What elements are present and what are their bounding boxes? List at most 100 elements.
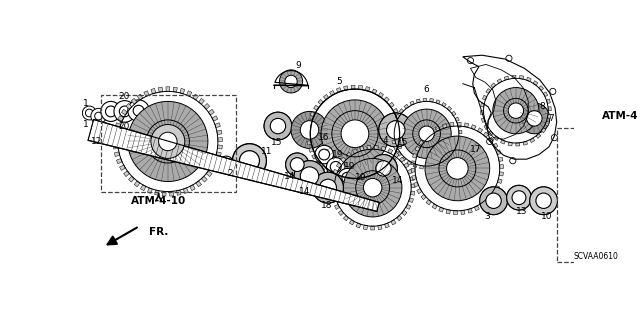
Polygon shape <box>481 111 484 115</box>
Polygon shape <box>627 255 631 260</box>
Polygon shape <box>177 190 181 195</box>
Polygon shape <box>410 191 415 195</box>
Circle shape <box>387 121 405 139</box>
Polygon shape <box>578 196 582 200</box>
Polygon shape <box>609 151 614 156</box>
Polygon shape <box>381 168 387 173</box>
Polygon shape <box>309 148 314 152</box>
Text: 17: 17 <box>470 145 481 154</box>
Polygon shape <box>429 130 434 135</box>
Polygon shape <box>331 176 335 181</box>
Circle shape <box>285 75 297 87</box>
Polygon shape <box>449 154 454 159</box>
Polygon shape <box>134 181 140 187</box>
Polygon shape <box>516 143 520 146</box>
Circle shape <box>319 179 337 196</box>
Polygon shape <box>393 120 397 124</box>
Polygon shape <box>384 97 389 102</box>
Polygon shape <box>606 249 611 254</box>
Polygon shape <box>344 216 349 221</box>
Circle shape <box>220 156 234 170</box>
Circle shape <box>577 146 640 260</box>
Polygon shape <box>120 165 125 170</box>
Polygon shape <box>173 87 177 92</box>
Text: SCVAA0610: SCVAA0610 <box>573 252 618 262</box>
Polygon shape <box>326 170 332 175</box>
Polygon shape <box>579 188 584 193</box>
Circle shape <box>330 161 341 172</box>
Circle shape <box>624 192 640 214</box>
Text: 12: 12 <box>92 137 102 146</box>
Polygon shape <box>88 120 380 211</box>
Circle shape <box>536 193 551 208</box>
Circle shape <box>319 179 337 196</box>
Circle shape <box>507 185 531 210</box>
Polygon shape <box>587 168 593 174</box>
Polygon shape <box>456 143 460 147</box>
Polygon shape <box>415 146 420 152</box>
Polygon shape <box>419 140 424 145</box>
Polygon shape <box>356 223 361 228</box>
Circle shape <box>376 161 391 176</box>
Circle shape <box>615 184 640 222</box>
Circle shape <box>300 121 319 139</box>
Polygon shape <box>397 152 401 156</box>
Polygon shape <box>381 146 386 151</box>
Circle shape <box>593 161 640 245</box>
Circle shape <box>119 106 130 117</box>
Polygon shape <box>410 101 414 105</box>
Bar <box>557 128 640 262</box>
Circle shape <box>507 185 531 210</box>
Circle shape <box>106 106 116 117</box>
Polygon shape <box>399 157 404 162</box>
Polygon shape <box>471 125 476 130</box>
Polygon shape <box>122 109 127 115</box>
Polygon shape <box>330 191 335 195</box>
Polygon shape <box>547 99 550 103</box>
Polygon shape <box>623 146 628 152</box>
Polygon shape <box>340 157 346 162</box>
Polygon shape <box>395 151 400 156</box>
Circle shape <box>315 145 333 164</box>
Polygon shape <box>406 204 411 209</box>
Polygon shape <box>116 159 122 164</box>
Circle shape <box>512 191 526 204</box>
Polygon shape <box>337 88 341 93</box>
Circle shape <box>530 187 557 215</box>
Polygon shape <box>594 240 600 246</box>
Polygon shape <box>367 145 371 150</box>
Circle shape <box>321 100 389 168</box>
Polygon shape <box>600 245 605 250</box>
Circle shape <box>480 187 508 215</box>
Circle shape <box>376 161 391 176</box>
Polygon shape <box>404 163 409 168</box>
Polygon shape <box>504 76 509 80</box>
Polygon shape <box>118 116 124 121</box>
Circle shape <box>95 112 102 120</box>
Polygon shape <box>533 81 538 85</box>
Polygon shape <box>486 197 492 202</box>
Circle shape <box>379 113 413 147</box>
Polygon shape <box>412 161 415 165</box>
Polygon shape <box>413 153 417 158</box>
Polygon shape <box>217 130 222 135</box>
Circle shape <box>425 136 490 201</box>
Polygon shape <box>638 146 640 151</box>
Polygon shape <box>439 207 444 212</box>
Polygon shape <box>349 220 355 225</box>
Circle shape <box>291 111 328 148</box>
Polygon shape <box>396 115 401 120</box>
Polygon shape <box>333 169 338 174</box>
Polygon shape <box>206 171 212 177</box>
Polygon shape <box>162 191 166 196</box>
Circle shape <box>402 109 451 159</box>
Polygon shape <box>314 105 319 110</box>
Polygon shape <box>332 198 337 203</box>
Polygon shape <box>579 217 585 221</box>
Polygon shape <box>459 130 462 134</box>
Polygon shape <box>398 122 403 127</box>
Polygon shape <box>455 117 460 122</box>
Polygon shape <box>442 102 446 107</box>
Polygon shape <box>486 89 491 93</box>
Polygon shape <box>499 172 504 176</box>
